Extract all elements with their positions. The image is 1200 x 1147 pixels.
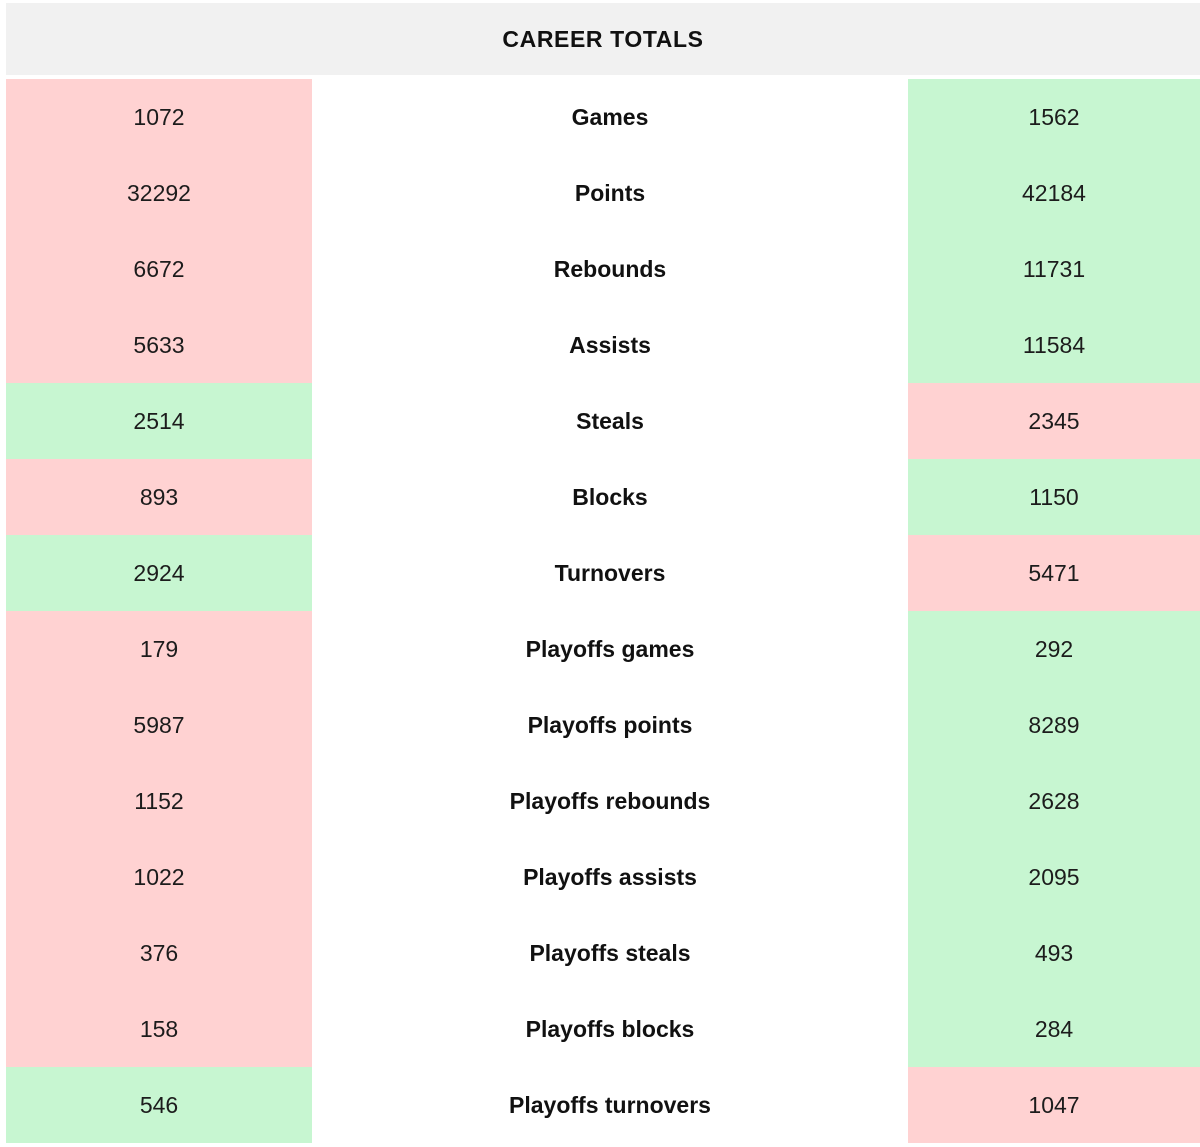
stat-label: Games — [312, 79, 908, 155]
stat-row-blocks: 893 Blocks 1150 — [6, 459, 1200, 535]
player1-value: 5987 — [6, 687, 312, 763]
player2-value: 292 — [908, 611, 1200, 687]
table-header: CAREER TOTALS — [6, 3, 1200, 75]
stat-label: Assists — [312, 307, 908, 383]
player2-value: 284 — [908, 991, 1200, 1067]
player2-value: 11584 — [908, 307, 1200, 383]
stat-label: Playoffs steals — [312, 915, 908, 991]
player1-value: 1022 — [6, 839, 312, 915]
stat-label: Points — [312, 155, 908, 231]
stat-label: Blocks — [312, 459, 908, 535]
player2-value: 5471 — [908, 535, 1200, 611]
stat-label: Rebounds — [312, 231, 908, 307]
stat-row-playoffs-turnovers: 546 Playoffs turnovers 1047 — [6, 1067, 1200, 1143]
stat-label: Turnovers — [312, 535, 908, 611]
player2-value: 1562 — [908, 79, 1200, 155]
player2-value: 2628 — [908, 763, 1200, 839]
player2-value: 1150 — [908, 459, 1200, 535]
stat-row-playoffs-rebounds: 1152 Playoffs rebounds 2628 — [6, 763, 1200, 839]
stat-label: Playoffs games — [312, 611, 908, 687]
player2-value: 8289 — [908, 687, 1200, 763]
player1-value: 158 — [6, 991, 312, 1067]
player2-value: 493 — [908, 915, 1200, 991]
stat-row-playoffs-assists: 1022 Playoffs assists 2095 — [6, 839, 1200, 915]
player1-value: 376 — [6, 915, 312, 991]
player1-value: 6672 — [6, 231, 312, 307]
stat-label: Playoffs turnovers — [312, 1067, 908, 1143]
player1-value: 2924 — [6, 535, 312, 611]
stat-row-games: 1072 Games 1562 — [6, 79, 1200, 155]
stat-row-steals: 2514 Steals 2345 — [6, 383, 1200, 459]
stat-label: Playoffs blocks — [312, 991, 908, 1067]
player2-value: 11731 — [908, 231, 1200, 307]
player1-value: 546 — [6, 1067, 312, 1143]
stat-row-playoffs-blocks: 158 Playoffs blocks 284 — [6, 991, 1200, 1067]
player2-value: 2095 — [908, 839, 1200, 915]
stat-row-playoffs-steals: 376 Playoffs steals 493 — [6, 915, 1200, 991]
player1-value: 179 — [6, 611, 312, 687]
page-title: CAREER TOTALS — [502, 25, 704, 52]
player2-value: 42184 — [908, 155, 1200, 231]
player2-value: 1047 — [908, 1067, 1200, 1143]
player1-value: 5633 — [6, 307, 312, 383]
stat-row-playoffs-points: 5987 Playoffs points 8289 — [6, 687, 1200, 763]
player1-value: 1072 — [6, 79, 312, 155]
player1-value: 32292 — [6, 155, 312, 231]
stat-row-assists: 5633 Assists 11584 — [6, 307, 1200, 383]
stat-row-playoffs-games: 179 Playoffs games 292 — [6, 611, 1200, 687]
stat-label: Playoffs points — [312, 687, 908, 763]
stat-row-turnovers: 2924 Turnovers 5471 — [6, 535, 1200, 611]
player2-value: 2345 — [908, 383, 1200, 459]
stat-label: Steals — [312, 383, 908, 459]
stat-row-rebounds: 6672 Rebounds 11731 — [6, 231, 1200, 307]
player1-value: 2514 — [6, 383, 312, 459]
player1-value: 893 — [6, 459, 312, 535]
stat-label: Playoffs rebounds — [312, 763, 908, 839]
stat-row-points: 32292 Points 42184 — [6, 155, 1200, 231]
stat-label: Playoffs assists — [312, 839, 908, 915]
player1-value: 1152 — [6, 763, 312, 839]
stat-rows: 1072 Games 1562 32292 Points 42184 6672 … — [6, 79, 1200, 1143]
